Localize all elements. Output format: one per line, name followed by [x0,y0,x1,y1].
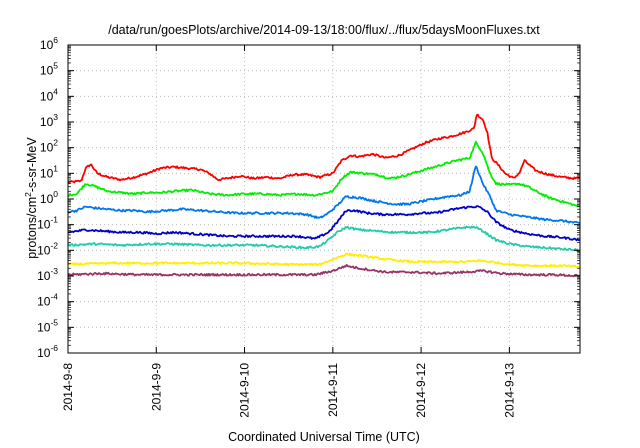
y-axis-label-post: -s-sr-MeV [25,137,39,193]
y-tick-label: 10-2 [37,240,58,257]
x-tick-label: 2014-9-9 [149,363,163,411]
series-line-6 [67,252,580,268]
series-line-5 [67,225,581,252]
y-tick-label: 106 [40,35,58,52]
x-tick-label: 2014-9-8 [61,363,75,411]
y-tick-exp: 4 [53,86,58,96]
y-axis-label-pre: protons/cm [25,197,39,259]
series-line-4 [67,205,580,242]
y-tick-base: 10 [37,320,51,334]
y-tick-base: 10 [37,218,51,232]
y-tick-label: 104 [40,86,58,103]
y-tick-label: 10-4 [37,292,58,309]
axis-ticks [67,44,580,354]
y-tick-base: 10 [37,243,51,257]
y-tick-base: 10 [40,192,54,206]
series-lines [67,113,581,278]
y-tick-label: 101 [40,163,58,180]
y-tick-exp: -4 [50,292,58,302]
y-tick-base: 10 [37,346,51,360]
x-tick-labels: 2014-9-8 2014-9-9 2014-9-10 2014-9-11 2014-9… [61,363,516,418]
y-tick-exp: -3 [50,266,58,276]
x-tick-label: 2014-9-10 [238,363,252,418]
x-tick-label: 2014-9-11 [326,363,340,417]
y-tick-exp: 3 [53,112,58,122]
y-tick-base: 10 [40,89,54,103]
y-tick-label: 105 [40,61,58,78]
y-tick-exp: -2 [50,240,58,250]
y-tick-exp: 0 [53,189,58,199]
series-line-1 [67,113,581,184]
y-tick-label: 100 [40,189,58,206]
y-axis-label-sup: 2 [23,192,33,197]
y-tick-base: 10 [40,64,54,78]
y-tick-base: 10 [40,166,54,180]
y-tick-labels: 10-610-510-410-310-210-11001011021031041… [37,35,58,360]
y-tick-label: 10-6 [37,343,58,360]
y-tick-base: 10 [37,295,51,309]
chart-title: /data/run/goesPlots/archive/2014-09-13/1… [108,23,540,37]
x-tick-label: 2014-9-13 [502,363,516,418]
y-tick-label: 102 [40,138,58,155]
y-tick-base: 10 [40,38,54,52]
y-tick-base: 10 [37,269,51,283]
y-tick-exp: -6 [50,343,58,353]
series-line-7 [67,264,580,278]
series-line-2 [67,140,581,208]
y-tick-label: 10-3 [37,266,58,283]
y-tick-exp: 6 [53,35,58,45]
y-tick-base: 10 [40,115,54,129]
y-tick-exp: -1 [50,215,58,225]
series-line-3 [67,165,580,224]
y-tick-label: 10-5 [37,317,58,334]
y-tick-exp: 1 [53,163,58,173]
x-tick-label: 2014-9-12 [414,363,428,418]
y-tick-base: 10 [40,141,54,155]
y-axis-label: protons/cm2-s-sr-MeV [23,137,39,259]
y-tick-exp: 2 [53,138,58,148]
x-axis-label: Coordinated Universal Time (UTC) [228,430,420,444]
y-tick-label: 10-1 [37,215,58,232]
y-tick-exp: 5 [53,61,58,71]
y-tick-exp: -5 [50,317,58,327]
y-tick-label: 103 [40,112,58,129]
grid-lines [67,44,580,354]
